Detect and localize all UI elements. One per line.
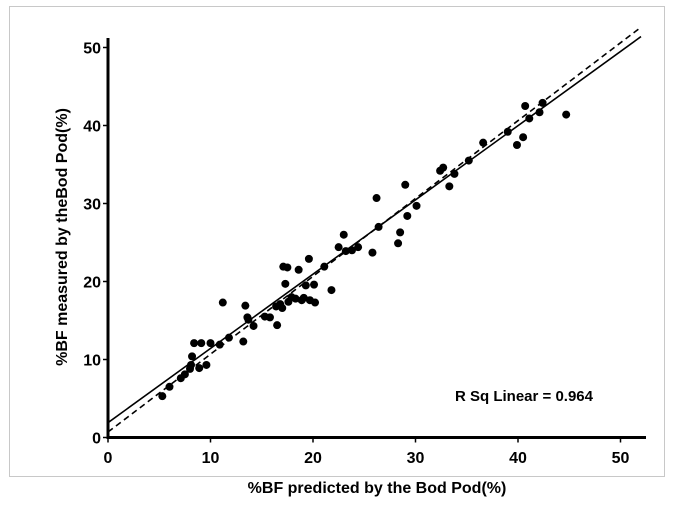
data-point — [207, 339, 215, 347]
axes — [107, 38, 647, 438]
data-point — [525, 114, 533, 122]
data-point — [513, 141, 521, 149]
data-point — [295, 266, 303, 274]
data-point — [278, 304, 286, 312]
data-point — [340, 231, 348, 239]
data-point — [445, 182, 453, 190]
data-point — [354, 243, 362, 251]
data-point — [394, 239, 402, 247]
data-point — [281, 280, 289, 288]
data-point — [216, 341, 224, 349]
data-point — [335, 243, 343, 251]
y-tick-label: 0 — [92, 431, 101, 448]
data-point — [310, 281, 318, 289]
x-axis-label: %BF predicted by the Bod Pod(%) — [248, 480, 507, 497]
data-point — [241, 302, 249, 310]
y-tick-label: 20 — [83, 275, 101, 292]
data-point — [320, 263, 328, 271]
data-point — [465, 157, 473, 165]
data-point — [373, 194, 381, 202]
data-point — [327, 286, 335, 294]
data-point — [403, 212, 411, 220]
data-point — [225, 334, 233, 342]
data-point — [413, 202, 421, 210]
data-point — [190, 339, 198, 347]
data-point — [197, 339, 205, 347]
y-tick-label: 30 — [83, 197, 101, 214]
data-point — [504, 128, 512, 136]
x-tick-label: 20 — [304, 450, 322, 467]
data-point — [519, 133, 527, 141]
data-point — [521, 102, 529, 110]
data-point — [266, 313, 274, 321]
data-point — [439, 164, 447, 172]
x-tick-label: 10 — [202, 450, 220, 467]
x-tick-label: 30 — [407, 450, 425, 467]
x-tick-label: 50 — [612, 450, 630, 467]
data-point — [375, 223, 383, 231]
data-point — [283, 263, 291, 271]
data-points — [158, 99, 570, 400]
data-point — [244, 316, 252, 324]
data-point — [250, 322, 258, 330]
x-tick-label: 0 — [104, 450, 113, 467]
data-point — [536, 108, 544, 116]
data-point — [368, 249, 376, 257]
data-point — [396, 228, 404, 236]
data-point — [202, 361, 210, 369]
data-point — [562, 111, 570, 119]
data-point — [479, 139, 487, 147]
data-point — [239, 338, 247, 346]
data-point — [305, 255, 313, 263]
data-point — [166, 383, 174, 391]
data-point — [195, 364, 203, 372]
data-point — [219, 299, 227, 307]
y-tick-label: 10 — [83, 353, 101, 370]
data-point — [188, 352, 196, 360]
data-point — [450, 170, 458, 178]
data-point — [158, 392, 166, 400]
y-tick-label: 40 — [83, 119, 101, 136]
data-point — [539, 99, 547, 107]
y-axis-label: %BF measured by theBod Pod(%) — [54, 108, 71, 366]
data-point — [401, 181, 409, 189]
data-point — [302, 281, 310, 289]
y-tick-label: 50 — [83, 41, 101, 58]
r-squared-annotation: R Sq Linear = 0.964 — [455, 388, 594, 405]
data-point — [273, 321, 281, 329]
data-point — [311, 299, 319, 307]
data-point — [187, 361, 195, 369]
x-tick-label: 40 — [509, 450, 527, 467]
